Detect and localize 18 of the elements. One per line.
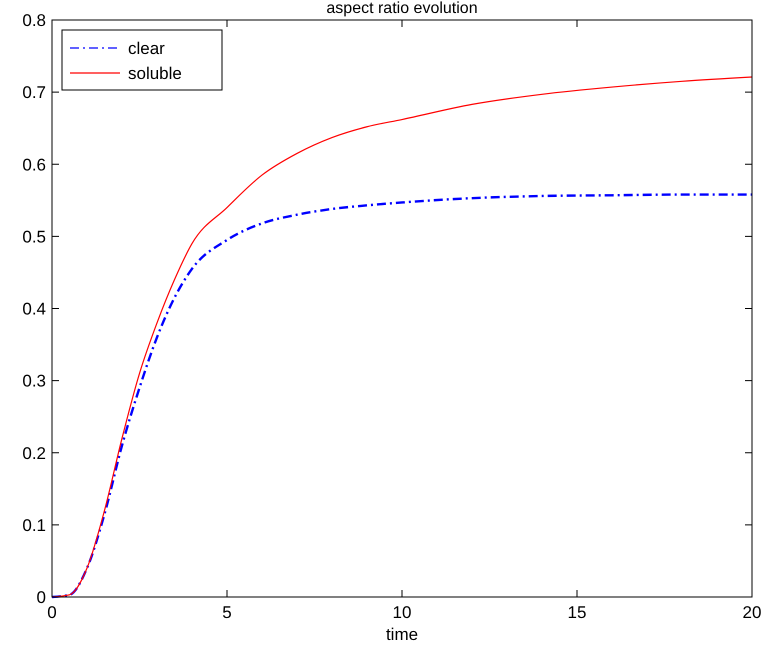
legend-label: soluble	[128, 64, 182, 83]
y-tick-label: 0	[36, 588, 46, 607]
y-tick-label: 0.5	[22, 227, 46, 246]
legend-label: clear	[128, 39, 166, 58]
y-tick-label: 0.6	[22, 155, 46, 174]
y-tick-label: 0.4	[22, 300, 46, 318]
y-tick-label: 0.8	[22, 11, 46, 30]
y-tick-label: 0.1	[22, 516, 46, 535]
x-tick-label: 10	[392, 603, 412, 622]
y-tick-label: 0.3	[22, 372, 46, 391]
chart-title: aspect ratio evolution	[326, 0, 478, 17]
y-tick-label: 0.2	[22, 444, 46, 463]
x-tick-label: 5	[222, 603, 232, 622]
x-tick-label: 15	[568, 603, 586, 622]
x-axis-title: time	[386, 625, 418, 644]
line-series	[50, 193, 754, 598]
x-tick-label: 20	[742, 603, 762, 622]
y-tick-label: 0.7	[22, 83, 46, 102]
